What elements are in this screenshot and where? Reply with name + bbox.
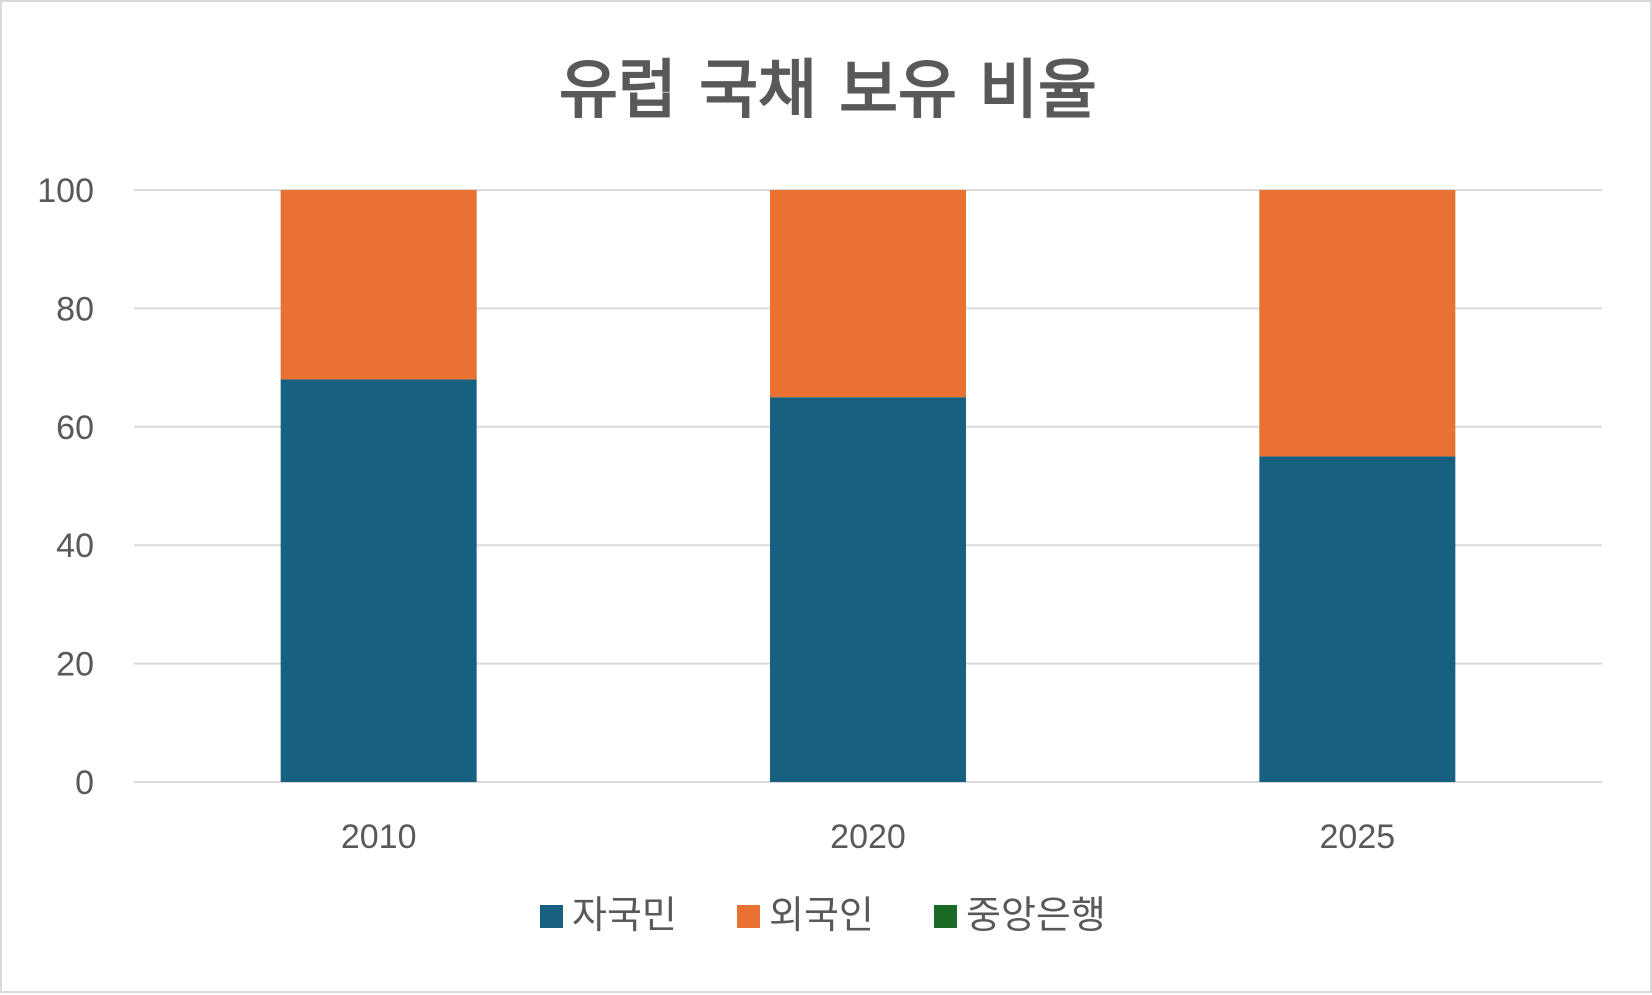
bar-segment-domestic-2010 [280, 379, 477, 782]
legend: 자국민 외국인 중앙은행 [540, 893, 1106, 937]
y-tick-label: 0 [75, 764, 94, 802]
legend-swatch [540, 905, 563, 928]
y-tick-label: 100 [37, 172, 94, 210]
legend-label: 자국민 [572, 893, 677, 937]
x-tick-label: 2025 [1320, 818, 1396, 856]
y-tick-label: 20 [56, 646, 94, 684]
bar-segment-foreign-2010 [280, 190, 477, 380]
legend-label: 외국인 [769, 893, 874, 937]
legend-label: 중앙은행 [966, 893, 1106, 937]
y-axis-ticks: 0 20 40 60 80 100 [37, 172, 94, 802]
chart-title: 유럽 국채 보유 비율 [559, 54, 1097, 128]
x-tick-label: 2010 [341, 818, 417, 856]
bar-segment-domestic-2020 [770, 397, 966, 782]
bar-segment-domestic-2025 [1259, 456, 1456, 782]
y-tick-label: 60 [56, 409, 94, 447]
bars [280, 190, 1456, 782]
bar-segment-foreign-2020 [770, 190, 966, 398]
x-tick-label: 2020 [830, 818, 906, 856]
x-axis-ticks: 2010 2020 2025 [341, 818, 1395, 856]
bar-segment-foreign-2025 [1259, 190, 1456, 457]
y-tick-label: 80 [56, 290, 94, 328]
legend-swatch [737, 905, 760, 928]
y-tick-label: 40 [56, 527, 94, 565]
legend-swatch [934, 905, 957, 928]
